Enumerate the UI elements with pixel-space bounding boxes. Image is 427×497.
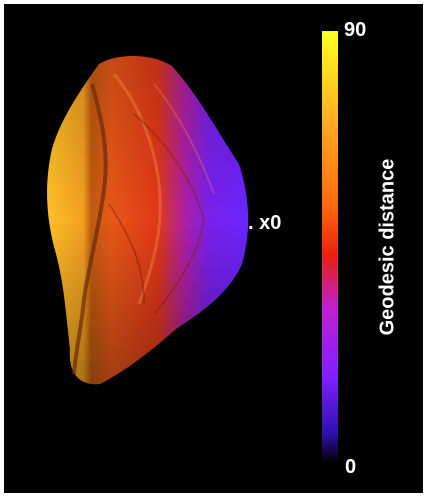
colorbar-title: Geodesic distance bbox=[376, 158, 399, 336]
colorbar-min-label: 0 bbox=[345, 456, 357, 478]
x0-marker-label: . x0 bbox=[248, 212, 282, 234]
colorbar bbox=[322, 31, 338, 463]
colorbar-max-label: 90 bbox=[344, 19, 367, 41]
cortical-surface-render bbox=[47, 55, 249, 385]
surface-groove bbox=[72, 83, 108, 375]
figure-canvas: . x0 90 0 Geodesic distance bbox=[4, 4, 423, 493]
